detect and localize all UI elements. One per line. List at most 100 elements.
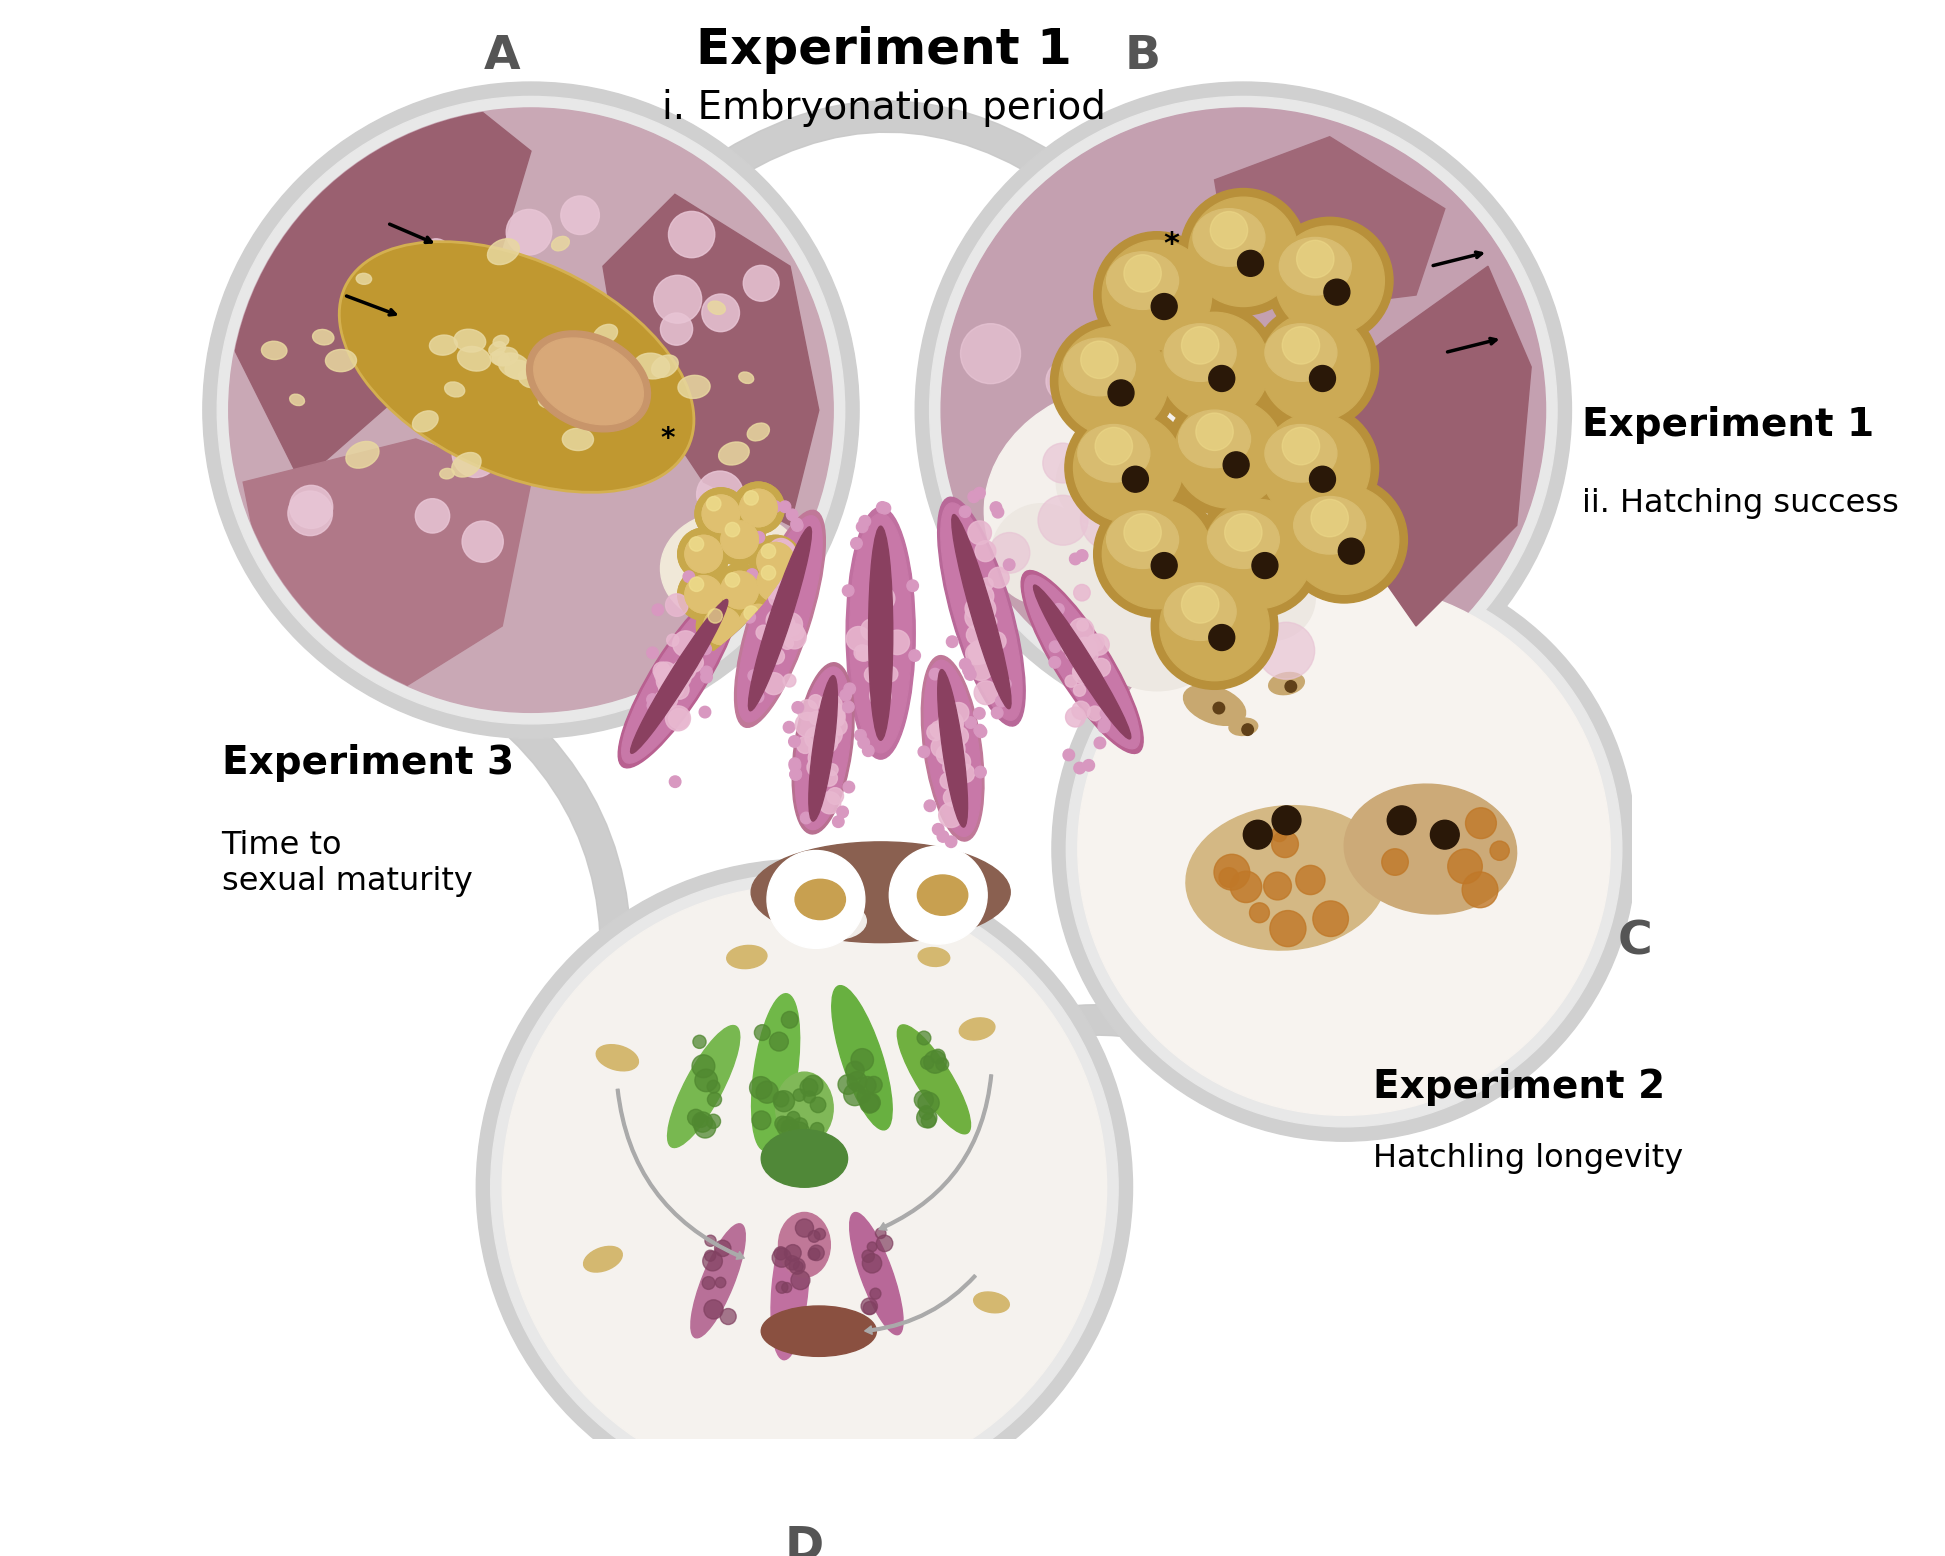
Circle shape	[1286, 680, 1297, 692]
Circle shape	[1103, 240, 1212, 350]
Circle shape	[788, 736, 799, 747]
Circle shape	[971, 604, 988, 622]
Circle shape	[661, 672, 675, 685]
Ellipse shape	[488, 238, 519, 265]
Circle shape	[755, 1025, 770, 1041]
Ellipse shape	[490, 352, 510, 366]
Ellipse shape	[1264, 324, 1336, 381]
Circle shape	[969, 492, 980, 503]
Circle shape	[706, 1114, 720, 1128]
Circle shape	[722, 571, 759, 608]
Circle shape	[673, 658, 696, 680]
Circle shape	[416, 498, 449, 534]
Circle shape	[860, 1094, 879, 1113]
Circle shape	[1076, 549, 1087, 562]
Circle shape	[918, 1032, 932, 1046]
Circle shape	[1072, 661, 1095, 685]
Circle shape	[757, 626, 770, 640]
Circle shape	[774, 1116, 790, 1131]
Circle shape	[1266, 218, 1393, 344]
Circle shape	[965, 643, 988, 664]
Circle shape	[803, 1091, 815, 1103]
Circle shape	[1060, 636, 1079, 654]
Circle shape	[768, 590, 786, 607]
Circle shape	[1066, 641, 1085, 661]
Circle shape	[819, 724, 842, 745]
Circle shape	[831, 717, 848, 734]
Circle shape	[704, 607, 741, 644]
Ellipse shape	[809, 902, 866, 938]
Ellipse shape	[778, 1212, 831, 1277]
Circle shape	[809, 711, 823, 725]
Circle shape	[669, 776, 681, 787]
Circle shape	[1046, 361, 1087, 401]
Circle shape	[1064, 748, 1074, 761]
Ellipse shape	[667, 1025, 739, 1147]
Circle shape	[947, 719, 963, 736]
Circle shape	[677, 669, 690, 683]
Circle shape	[918, 745, 930, 758]
Circle shape	[864, 666, 881, 683]
Circle shape	[671, 663, 690, 683]
Circle shape	[780, 613, 803, 636]
Circle shape	[1430, 820, 1459, 850]
Circle shape	[854, 730, 866, 741]
Circle shape	[797, 700, 817, 720]
Circle shape	[1447, 850, 1482, 884]
Ellipse shape	[739, 372, 755, 383]
Circle shape	[1258, 622, 1315, 680]
Circle shape	[1151, 294, 1177, 319]
Ellipse shape	[869, 526, 893, 741]
Circle shape	[949, 702, 969, 724]
Circle shape	[692, 598, 704, 608]
Circle shape	[704, 1235, 716, 1246]
Circle shape	[932, 823, 943, 836]
Circle shape	[1276, 226, 1385, 335]
Ellipse shape	[809, 675, 838, 822]
Circle shape	[943, 739, 959, 755]
Circle shape	[698, 706, 710, 717]
Circle shape	[796, 713, 819, 738]
Circle shape	[764, 576, 788, 599]
Circle shape	[757, 565, 794, 602]
Circle shape	[733, 598, 784, 649]
Text: A: A	[484, 34, 521, 79]
Circle shape	[803, 1075, 823, 1095]
Circle shape	[799, 812, 811, 823]
Circle shape	[951, 752, 971, 772]
Ellipse shape	[776, 1072, 832, 1144]
Text: Experiment 3: Experiment 3	[222, 744, 513, 781]
Circle shape	[796, 1218, 813, 1237]
Ellipse shape	[897, 1025, 971, 1134]
Circle shape	[969, 521, 992, 545]
Circle shape	[1066, 571, 1622, 1127]
Circle shape	[677, 568, 729, 621]
Ellipse shape	[770, 1217, 809, 1360]
Ellipse shape	[751, 994, 799, 1150]
Ellipse shape	[313, 330, 335, 345]
Ellipse shape	[796, 668, 852, 829]
Circle shape	[725, 573, 739, 587]
Circle shape	[708, 1092, 722, 1106]
Circle shape	[1387, 806, 1416, 834]
Text: Experiment 1: Experiment 1	[1581, 406, 1873, 443]
Circle shape	[869, 685, 891, 706]
Circle shape	[677, 568, 729, 621]
Circle shape	[1004, 559, 1015, 571]
Circle shape	[669, 680, 689, 699]
Circle shape	[1194, 490, 1321, 618]
Ellipse shape	[760, 1305, 877, 1357]
Circle shape	[782, 1119, 799, 1137]
Circle shape	[867, 1242, 877, 1251]
Circle shape	[288, 492, 333, 535]
Ellipse shape	[760, 1130, 848, 1187]
Circle shape	[947, 636, 959, 647]
Circle shape	[792, 520, 803, 531]
Circle shape	[788, 624, 803, 641]
Ellipse shape	[494, 335, 510, 347]
Circle shape	[784, 594, 796, 607]
Circle shape	[992, 706, 1004, 719]
Text: Hatchling longevity: Hatchling longevity	[1373, 1144, 1682, 1173]
Circle shape	[714, 1240, 731, 1257]
Circle shape	[1095, 738, 1105, 748]
